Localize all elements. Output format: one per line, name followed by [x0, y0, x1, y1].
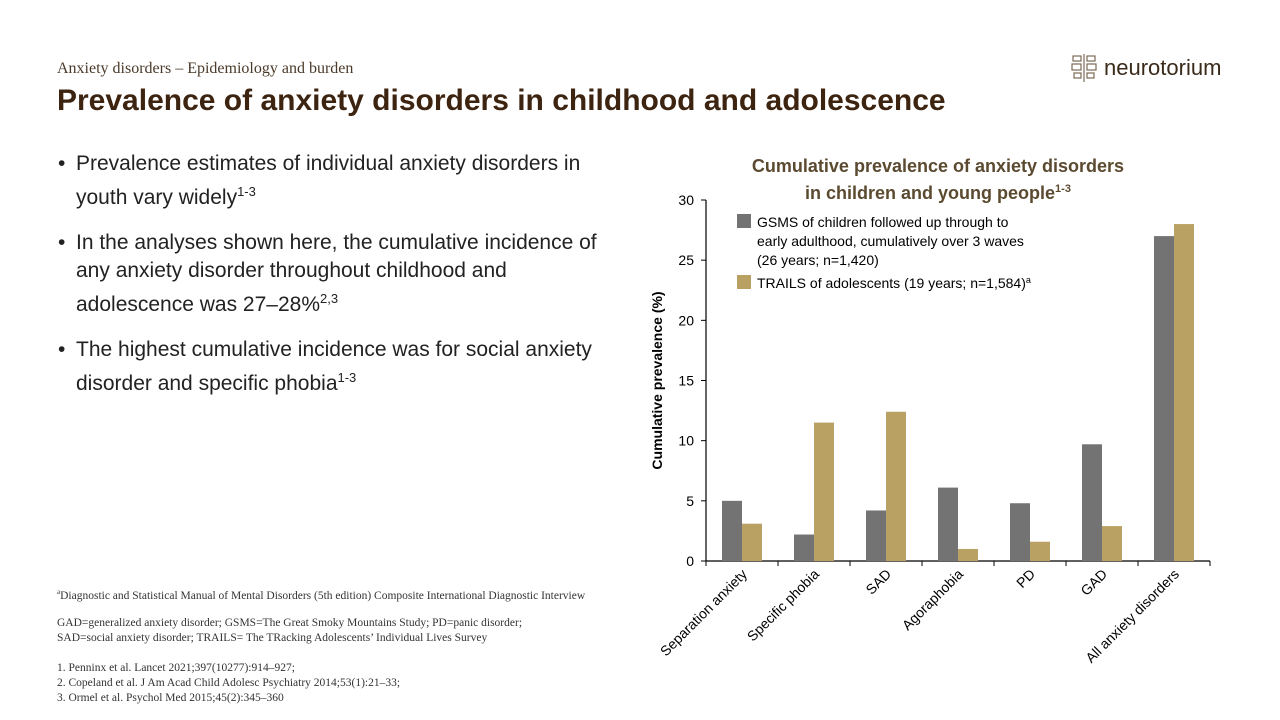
bullet-item: In the analyses shown here, the cumulati…: [58, 229, 618, 319]
bar-trails: [958, 548, 978, 561]
bar-trails: [1030, 541, 1050, 561]
footnote-a-text: Diagnostic and Statistical Manual of Men…: [60, 589, 586, 602]
bar-gsms: [722, 500, 742, 561]
y-tick-label: 10: [678, 433, 694, 449]
footnote-abbrev-1: GAD=generalized anxiety disorder; GSMS=T…: [57, 617, 523, 629]
y-tick-label: 25: [678, 252, 694, 268]
bar-gsms: [1154, 236, 1174, 561]
x-tick-label: Agoraphobia: [899, 566, 967, 634]
bar-trails: [1174, 224, 1194, 562]
y-tick-label: 0: [686, 553, 694, 569]
bar-trails: [1102, 526, 1122, 561]
brand-logo: neurotorium: [1070, 52, 1221, 84]
legend-superscript: a: [1026, 275, 1031, 285]
y-tick-label: 5: [686, 493, 694, 509]
bar-trails: [886, 411, 906, 561]
legend-swatch: [737, 275, 751, 289]
legend-label: (26 years; n=1,420): [757, 252, 879, 268]
legend-label: TRAILS of adolescents (19 years; n=1,584…: [757, 275, 1031, 291]
logo-wordmark: neurotorium: [1104, 55, 1222, 80]
bar-gsms: [794, 534, 814, 561]
bullet-citation: 2,3: [320, 291, 339, 306]
x-tick-label: PD: [1013, 566, 1038, 591]
x-tick-label: Specific phobia: [744, 566, 823, 645]
x-tick-label: SAD: [862, 566, 894, 598]
bar-gsms: [1082, 444, 1102, 561]
footnote-a-marker: a: [57, 588, 61, 596]
bullet-text: The highest cumulative incidence was for…: [76, 338, 592, 395]
slide-subtitle: Anxiety disorders – Epidemiology and bur…: [57, 60, 354, 77]
y-tick-label: 20: [678, 312, 694, 328]
page-title: Prevalence of anxiety disorders in child…: [57, 84, 946, 117]
bar-trails: [742, 523, 762, 561]
bullet-text: In the analyses shown here, the cumulati…: [76, 231, 597, 316]
chart-title-citation: 1-3: [1055, 183, 1071, 195]
chart-title-line1: Cumulative prevalence of anxiety disorde…: [751, 156, 1125, 176]
bar-gsms: [1010, 503, 1030, 561]
bullet-citation: 1-3: [237, 184, 256, 199]
reference-2: 2. Copeland et al. J Am Acad Child Adole…: [57, 677, 401, 689]
legend-label: GSMS of children followed up through to: [757, 214, 1009, 230]
brain-logo-icon: [1071, 54, 1097, 82]
bullet-list: Prevalence estimates of individual anxie…: [58, 150, 618, 415]
y-tick-label: 15: [678, 373, 694, 389]
y-axis-label: Cumulative prevalence (%): [649, 291, 665, 469]
bar-gsms: [938, 487, 958, 561]
reference-3: 3. Ormel et al. Psychol Med 2015;45(2):3…: [57, 692, 284, 704]
chart-title: Cumulative prevalence of anxiety disorde…: [700, 155, 1176, 205]
reference-1: 1. Penninx et al. Lancet 2021;397(10277)…: [57, 662, 295, 674]
bullet-text: Prevalence estimates of individual anxie…: [76, 152, 581, 209]
legend-swatch: [737, 214, 751, 228]
bullet-item: Prevalence estimates of individual anxie…: [58, 150, 618, 212]
chart-title-line2-text: in children and young people: [805, 183, 1056, 203]
x-tick-label: Separation anxiety: [657, 566, 750, 659]
footnote-a: aDiagnostic and Statistical Manual of Me…: [57, 585, 585, 604]
bullet-citation: 1-3: [337, 370, 357, 385]
legend-label: early adulthood, cumulatively over 3 wav…: [757, 233, 1024, 249]
bullet-item: The highest cumulative incidence was for…: [58, 336, 618, 398]
bar-gsms: [866, 510, 886, 561]
y-tick-label: 30: [678, 192, 694, 208]
x-tick-label: GAD: [1077, 566, 1110, 599]
bar-trails: [814, 422, 834, 561]
chart-title-line2: in children and young people1-3: [700, 178, 1176, 205]
footnote-abbrev-2: SAD=social anxiety disorder; TRAILS= The…: [57, 632, 488, 644]
